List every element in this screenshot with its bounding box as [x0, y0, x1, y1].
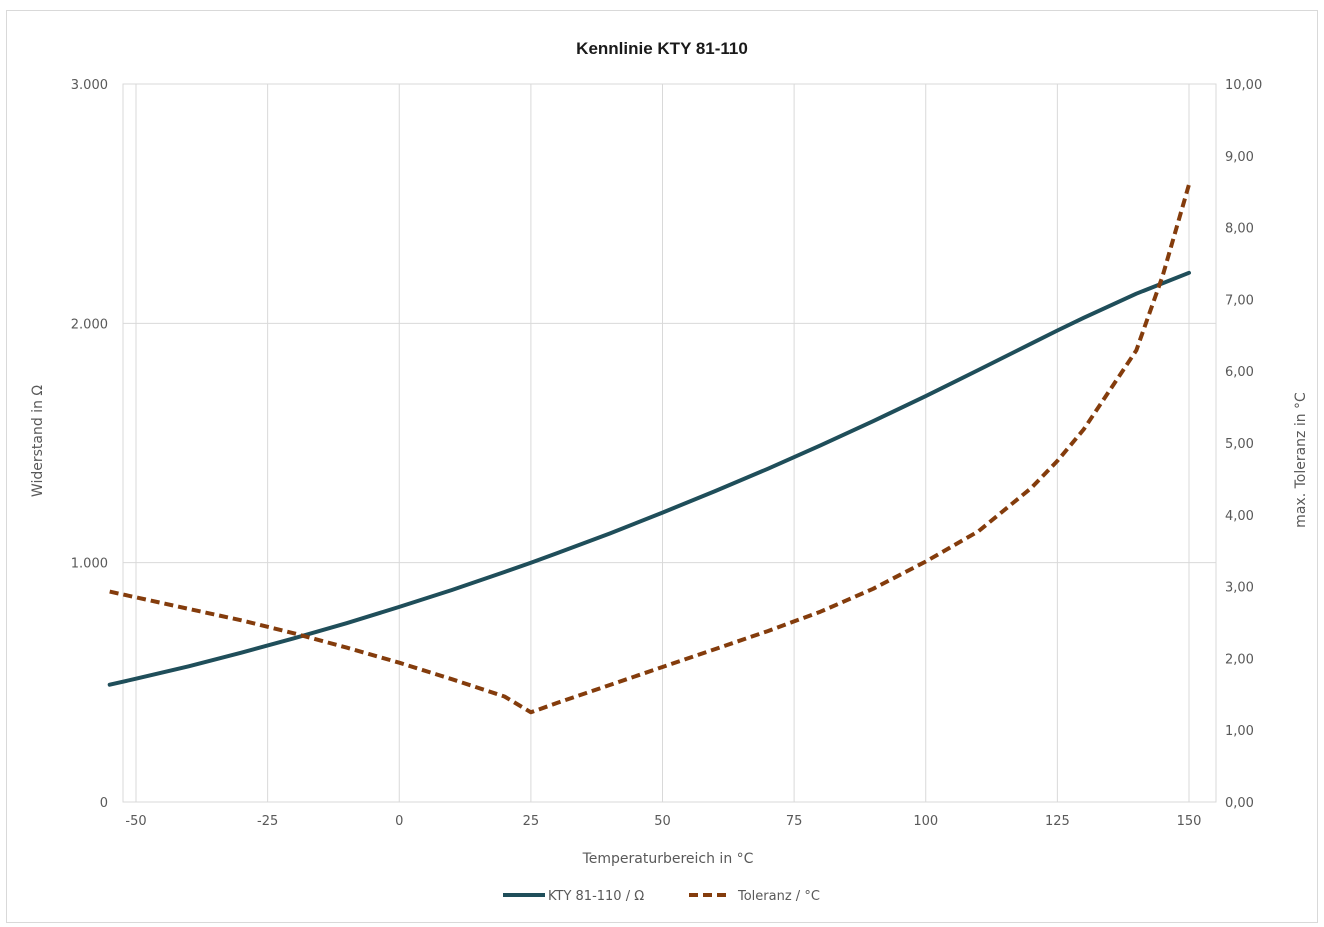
- x-tick-label: 150: [1177, 814, 1202, 829]
- x-tick-label: 0: [395, 814, 403, 829]
- y2-axis-title: max. Toleranz in °C: [1293, 392, 1309, 528]
- x-tick-label: 75: [786, 814, 803, 829]
- y2-tick-label: 7,00: [1225, 293, 1254, 308]
- y2-tick-label: 9,00: [1225, 150, 1254, 165]
- chart-title: Kennlinie KTY 81-110: [576, 39, 748, 58]
- series-lines: [107, 183, 1191, 715]
- series-line-toleranz: [109, 183, 1191, 715]
- x-tick-label: 100: [913, 814, 938, 829]
- y2-tick-label: 0,00: [1225, 796, 1254, 811]
- y2-tick-label: 3,00: [1225, 581, 1254, 596]
- legend: KTY 81-110 / Ω Toleranz / °C: [503, 889, 820, 904]
- y2-tick-label: 10,00: [1225, 78, 1262, 93]
- x-tick-label: 50: [654, 814, 671, 829]
- tick-labels: -50 -25 0 25 50 75 100 125 150 0 1.000 2.000 3.000 0,…: [71, 78, 1262, 829]
- series-line-kty: [107, 270, 1191, 687]
- y2-tick-label: 1,00: [1225, 724, 1254, 739]
- y2-tick-label: 4,00: [1225, 509, 1254, 524]
- y2-tick-label: 8,00: [1225, 222, 1254, 237]
- y2-tick-label: 6,00: [1225, 365, 1254, 380]
- legend-label-toleranz: Toleranz / °C: [737, 889, 820, 904]
- x-tick-label: -50: [125, 814, 146, 829]
- x-axis-title: Temperaturbereich in °C: [582, 851, 754, 867]
- x-tick-label: 125: [1045, 814, 1070, 829]
- plot-area: [122, 83, 1217, 803]
- y-tick-label: 2.000: [71, 317, 108, 332]
- y-tick-label: 0: [100, 796, 108, 811]
- y-tick-label: 3.000: [71, 78, 108, 93]
- legend-label-kty: KTY 81-110 / Ω: [548, 889, 644, 904]
- gridlines: [122, 83, 1217, 803]
- y2-tick-label: 2,00: [1225, 652, 1254, 667]
- x-tick-label: 25: [523, 814, 540, 829]
- y-tick-label: 1.000: [71, 557, 108, 572]
- y2-tick-label: 5,00: [1225, 437, 1254, 452]
- y-axis-title: Widerstand in Ω: [30, 385, 46, 497]
- x-tick-label: -25: [257, 814, 278, 829]
